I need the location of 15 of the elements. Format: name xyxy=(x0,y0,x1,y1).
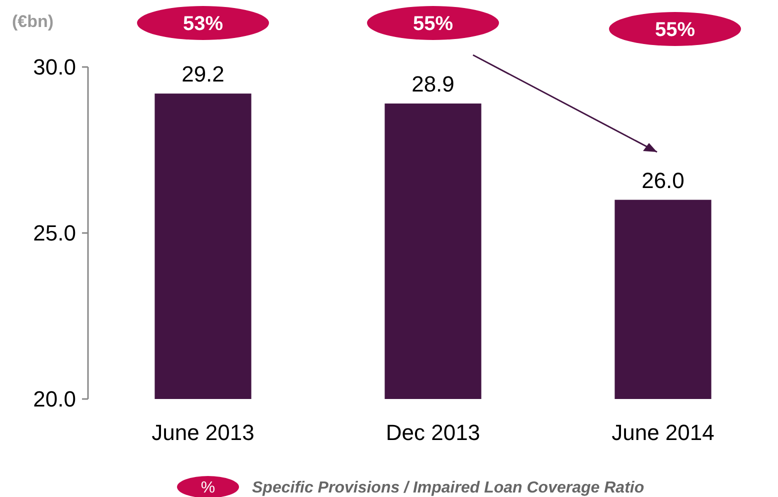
text: 55% xyxy=(654,19,696,41)
y-tick-label: 25.0 xyxy=(33,220,76,246)
text: Specific Provisions / Impaired Loan Coverage Ratio xyxy=(252,480,644,497)
x-tick-label: Dec 2013 xyxy=(386,420,480,445)
x-tick-label: June 2014 xyxy=(612,420,714,445)
text: 53% xyxy=(182,13,224,35)
y-tick-label: 20.0 xyxy=(33,386,76,412)
x-tick-label: June 2013 xyxy=(152,420,254,445)
y-tick-label: 30.0 xyxy=(33,54,76,80)
data-label: 29.2 xyxy=(182,62,224,87)
y-axis-title: (€bn) xyxy=(12,12,54,31)
text: % xyxy=(200,480,216,497)
text: 55% xyxy=(412,13,454,35)
data-label: 26.0 xyxy=(642,168,684,193)
data-label: 28.9 xyxy=(412,72,454,97)
